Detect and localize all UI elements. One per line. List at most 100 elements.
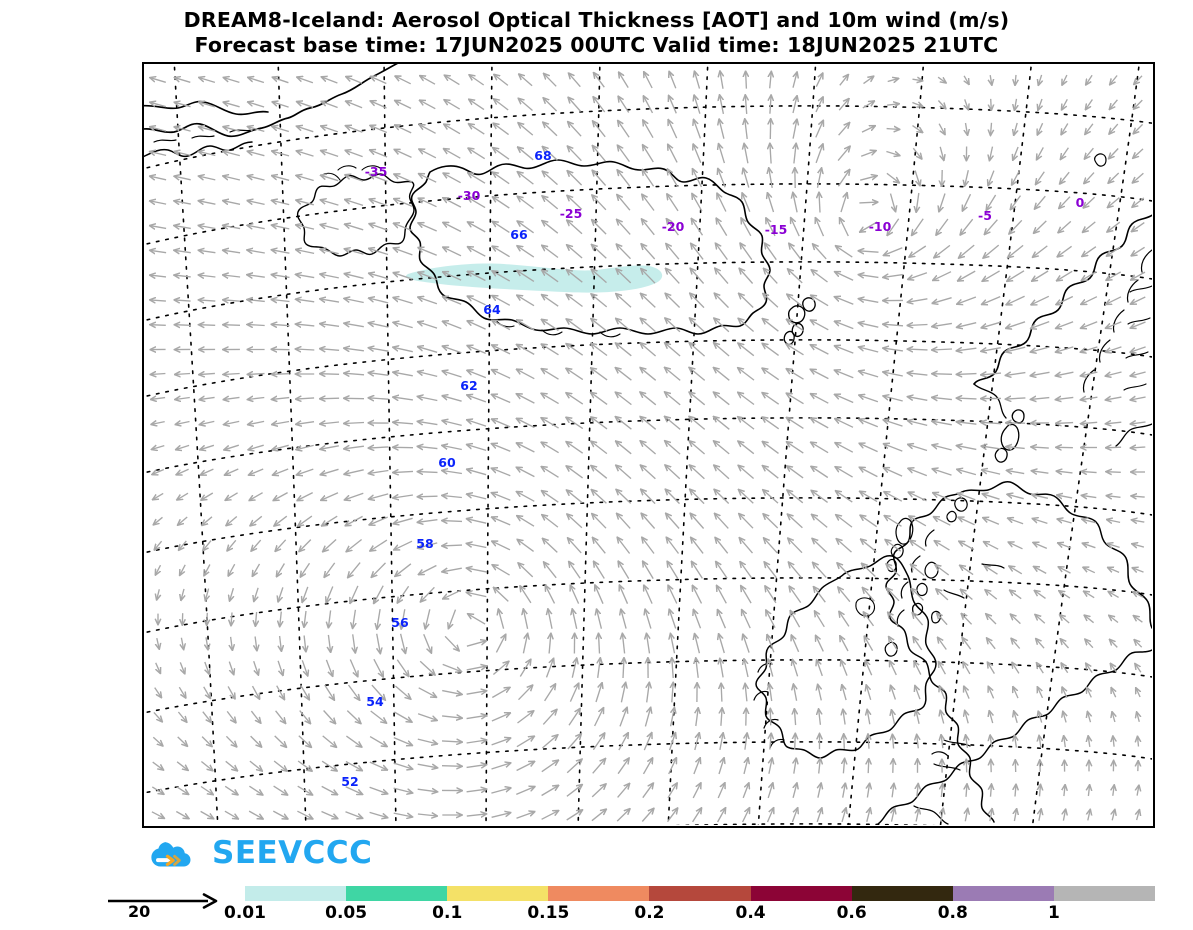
wind-arrow: [443, 272, 462, 281]
wind-arrow: [592, 514, 607, 529]
lon-label-m15: -15: [765, 222, 788, 237]
wind-arrow: [1060, 615, 1070, 624]
wind-arrow: [1032, 270, 1049, 281]
wind-arrow: [668, 145, 678, 163]
wind-arrow: [888, 613, 899, 626]
wind-arrow: [860, 221, 878, 232]
wind-arrow: [369, 348, 389, 351]
wind-arrow: [494, 99, 509, 111]
wind-arrow: [566, 759, 582, 774]
wind-arrow: [884, 444, 903, 452]
wind-arrow: [371, 101, 387, 109]
seevccc-logo[interactable]: SEEVCCC: [146, 833, 372, 873]
wind-arrow: [377, 633, 381, 654]
wind-arrow: [885, 540, 902, 552]
wind-arrow: [517, 443, 535, 453]
wind-arrow: [466, 641, 486, 647]
wind-arrow: [394, 685, 410, 699]
wind-arrow: [443, 371, 462, 378]
wind-arrow: [541, 811, 559, 820]
colorbar-segment-5[interactable]: [750, 886, 852, 901]
map-canvas[interactable]: 68666462605856545250 -35-30-25-20-15-10-…: [142, 62, 1155, 828]
wind-arrow: [1106, 472, 1121, 473]
wind-arrow: [933, 271, 952, 281]
wind-arrow: [152, 761, 164, 770]
wind-arrow: [765, 243, 777, 261]
wind-arrow: [1134, 75, 1143, 84]
wind-arrow: [744, 758, 748, 775]
wind-arrow: [592, 220, 607, 235]
lon-label-m25: -25: [560, 206, 583, 221]
wind-arrow: [618, 97, 630, 113]
wind-arrow: [1038, 711, 1041, 723]
wind-arrow: [811, 369, 829, 380]
wind-arrow: [1036, 171, 1045, 185]
wind-arrow: [690, 514, 705, 529]
wind-arrow: [324, 562, 336, 577]
wind-arrow: [720, 71, 723, 89]
wind-arrow: [569, 73, 581, 88]
wind-arrow: [690, 489, 705, 505]
wind-arrow: [618, 121, 630, 138]
wind-arrow: [272, 250, 290, 253]
wind-arrow: [740, 538, 754, 554]
wind-arrow: [177, 711, 186, 722]
wind-arrow: [272, 398, 290, 400]
wind-arrow: [567, 514, 583, 529]
wind-arrow: [393, 372, 413, 376]
wind-arrow: [860, 491, 878, 503]
wind-arrow: [868, 734, 869, 749]
wind-arrow: [641, 465, 656, 480]
wind-arrow: [253, 660, 259, 675]
colorbar-segment-2[interactable]: [447, 886, 549, 901]
wind-arrow: [1085, 639, 1094, 649]
wind-arrow: [1111, 688, 1115, 698]
wind-arrow: [227, 539, 237, 550]
wind-arrow: [442, 496, 462, 498]
aot-colorbar[interactable]: [245, 886, 1155, 901]
wind-arrow: [741, 218, 752, 237]
wind-arrow: [250, 735, 262, 747]
wind-arrow: [248, 102, 265, 108]
title-line-times: Forecast base time: 17JUN2025 00UTC Vali…: [194, 33, 999, 57]
wind-arrow: [176, 761, 188, 770]
colorbar-segment-4[interactable]: [649, 886, 751, 901]
wind-arrow: [344, 348, 364, 351]
wind-arrow: [1011, 195, 1022, 210]
colorbar-segment-6[interactable]: [851, 886, 953, 901]
wind-arrow: [667, 194, 679, 212]
wind-arrow: [908, 421, 928, 427]
wind-arrow: [1131, 271, 1146, 280]
wind-arrow: [645, 609, 652, 629]
wind-arrow: [981, 348, 1001, 352]
wind-arrow: [1058, 220, 1072, 232]
wind-arrow: [742, 783, 749, 799]
wind-arrow: [916, 710, 919, 724]
wind-arrow: [344, 446, 364, 449]
colorbar-segment-8[interactable]: [1053, 886, 1155, 901]
wind-arrow: [491, 713, 510, 722]
wind-arrow: [1084, 591, 1095, 599]
parallel-52: [144, 741, 1152, 794]
wind-arrow: [321, 468, 339, 474]
lat-label-54: 54: [366, 694, 384, 709]
wind-arrow: [444, 100, 461, 110]
wind-arrow: [548, 609, 553, 629]
wind-arrow: [568, 709, 580, 726]
wind-arrow: [542, 246, 559, 259]
colorbar-segment-7[interactable]: [952, 886, 1054, 901]
colorbar-segment-1[interactable]: [346, 886, 448, 901]
wind-arrow: [985, 590, 998, 600]
wind-arrow: [545, 659, 554, 678]
coastline-orkney: [946, 497, 968, 523]
wind-arrow: [492, 246, 510, 258]
colorbar-segment-0[interactable]: [245, 886, 347, 901]
wind-arrow: [369, 447, 389, 448]
wind-arrow: [840, 636, 849, 652]
wind-arrow: [991, 784, 992, 797]
wind-arrow: [297, 785, 313, 795]
colorbar-segment-3[interactable]: [548, 886, 650, 901]
wind-arrow: [152, 736, 162, 746]
wind-arrow: [567, 245, 583, 259]
wind-arrow: [963, 193, 972, 211]
